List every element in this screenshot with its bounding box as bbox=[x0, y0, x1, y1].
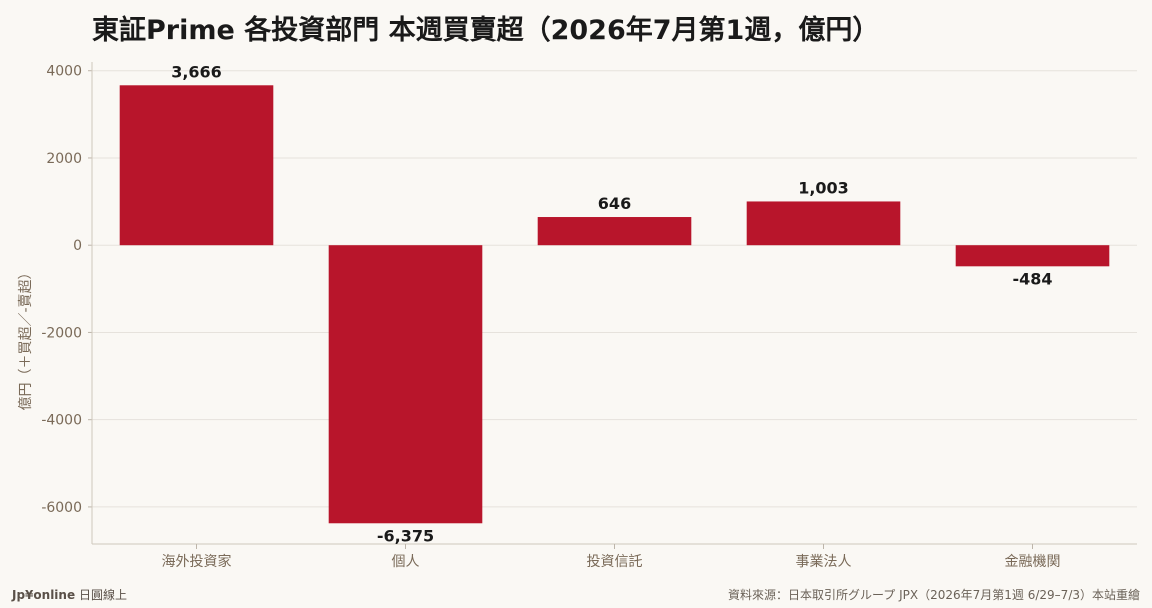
bar-value-label: -484 bbox=[1012, 269, 1052, 288]
bar bbox=[746, 201, 901, 246]
x-tick-label: 海外投資家 bbox=[162, 553, 232, 570]
brand-footer: Jp¥online 日圓線上 bbox=[12, 586, 127, 603]
bar bbox=[537, 217, 692, 246]
y-tick-label: 4000 bbox=[46, 64, 82, 80]
y-tick-label: -2000 bbox=[41, 325, 82, 341]
bar bbox=[119, 85, 274, 246]
brand-name: Jp¥online bbox=[12, 588, 76, 602]
x-tick-label: 投資信託 bbox=[587, 554, 643, 570]
x-tick-label: 金融機関 bbox=[1005, 554, 1061, 570]
brand-subtitle: 日圓線上 bbox=[78, 588, 127, 602]
x-tick-label: 事業法人 bbox=[796, 554, 852, 570]
bar-chart: 4000 2000 0 -2000 -4000 -6000 億円（＋買超／-賣超） 3,666… bbox=[18, 62, 1137, 570]
x-tick-label: 個人 bbox=[392, 554, 420, 570]
chart-title: 東証Prime 各投資部門 本週買賣超（2026年7月第1週，億円） bbox=[92, 15, 880, 46]
y-tick-label: -6000 bbox=[41, 500, 82, 516]
bar bbox=[328, 245, 483, 524]
bar bbox=[955, 245, 1110, 267]
bar-value-label: -6,375 bbox=[377, 526, 434, 545]
bar-value-label: 646 bbox=[598, 194, 631, 213]
y-tick-label: 2000 bbox=[46, 151, 82, 167]
y-axis-label: 億円（＋買超／-賣超） bbox=[18, 265, 34, 410]
y-tick-label: 0 bbox=[73, 238, 82, 254]
y-tick-label: -4000 bbox=[41, 413, 82, 429]
source-note: 資料來源：日本取引所グループ JPX（2026年7月第1週 6/29–7/3）本… bbox=[728, 588, 1140, 602]
bar-value-label: 3,666 bbox=[171, 62, 222, 81]
bar-value-label: 1,003 bbox=[798, 178, 849, 197]
